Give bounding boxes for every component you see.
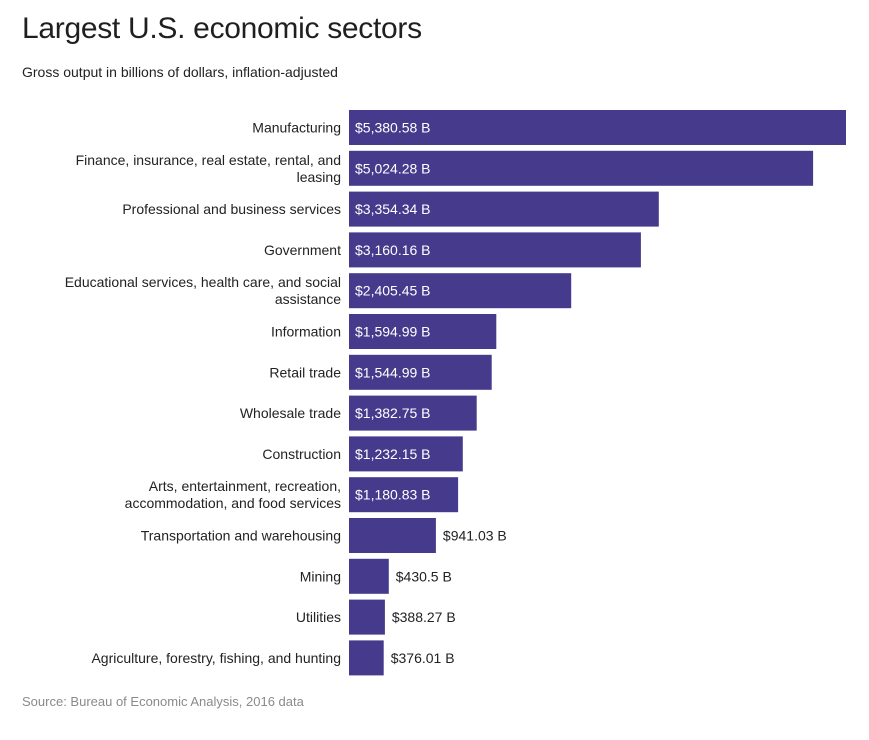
category-label: Government (264, 242, 341, 258)
value-label: $3,354.34 B (355, 201, 431, 217)
value-label: $3,160.16 B (355, 242, 431, 258)
value-label: $5,380.58 B (355, 120, 431, 136)
bar (349, 110, 846, 145)
value-label: $1,232.15 B (355, 446, 431, 462)
category-label: Utilities (296, 609, 341, 625)
bar (349, 558, 389, 594)
category-label: Transportation and warehousing (141, 528, 341, 544)
value-label: $376.01 B (391, 650, 455, 666)
bar (349, 314, 497, 349)
bar (349, 150, 814, 186)
bar (349, 354, 492, 390)
category-label: Retail trade (269, 364, 341, 380)
category-label: Construction (262, 446, 341, 462)
category-label: Educational services, health care, and s… (65, 274, 341, 307)
value-label: $1,382.75 B (355, 405, 431, 421)
value-label: $2,405.45 B (355, 283, 431, 299)
category-label: Agriculture, forestry, fishing, and hunt… (91, 650, 341, 666)
bar (349, 232, 641, 268)
value-label: $5,024.28 B (355, 160, 431, 176)
value-label: $1,544.99 B (355, 364, 431, 380)
value-label: $941.03 B (443, 528, 507, 544)
chart-subtitle: Gross output in billions of dollars, inf… (22, 64, 338, 80)
bar (349, 640, 384, 676)
category-label: Professional and business services (122, 201, 341, 217)
bar (349, 436, 463, 472)
category-label: Arts, entertainment, recreation, accommod… (125, 478, 341, 511)
bar (349, 599, 385, 635)
chart-title: Largest U.S. economic sectors (22, 12, 422, 45)
value-label: $388.27 B (392, 609, 456, 625)
bar (349, 395, 477, 431)
value-label: $430.5 B (396, 568, 452, 584)
value-label: $1,594.99 B (355, 324, 431, 340)
category-label: Finance, insurance, real estate, rental,… (76, 152, 341, 185)
bar (349, 191, 659, 227)
bar (349, 273, 572, 309)
bar (349, 477, 459, 513)
category-label: Information (271, 324, 341, 340)
category-label: Wholesale trade (240, 405, 341, 421)
bar (349, 518, 436, 553)
category-label: Manufacturing (252, 120, 341, 136)
category-label: Mining (300, 568, 341, 584)
value-label: $1,180.83 B (355, 487, 431, 503)
source-note: Source: Bureau of Economic Analysis, 201… (22, 694, 304, 709)
bars-layer: Manufacturing $5,380.58 B Finance, insuran… (65, 110, 846, 676)
